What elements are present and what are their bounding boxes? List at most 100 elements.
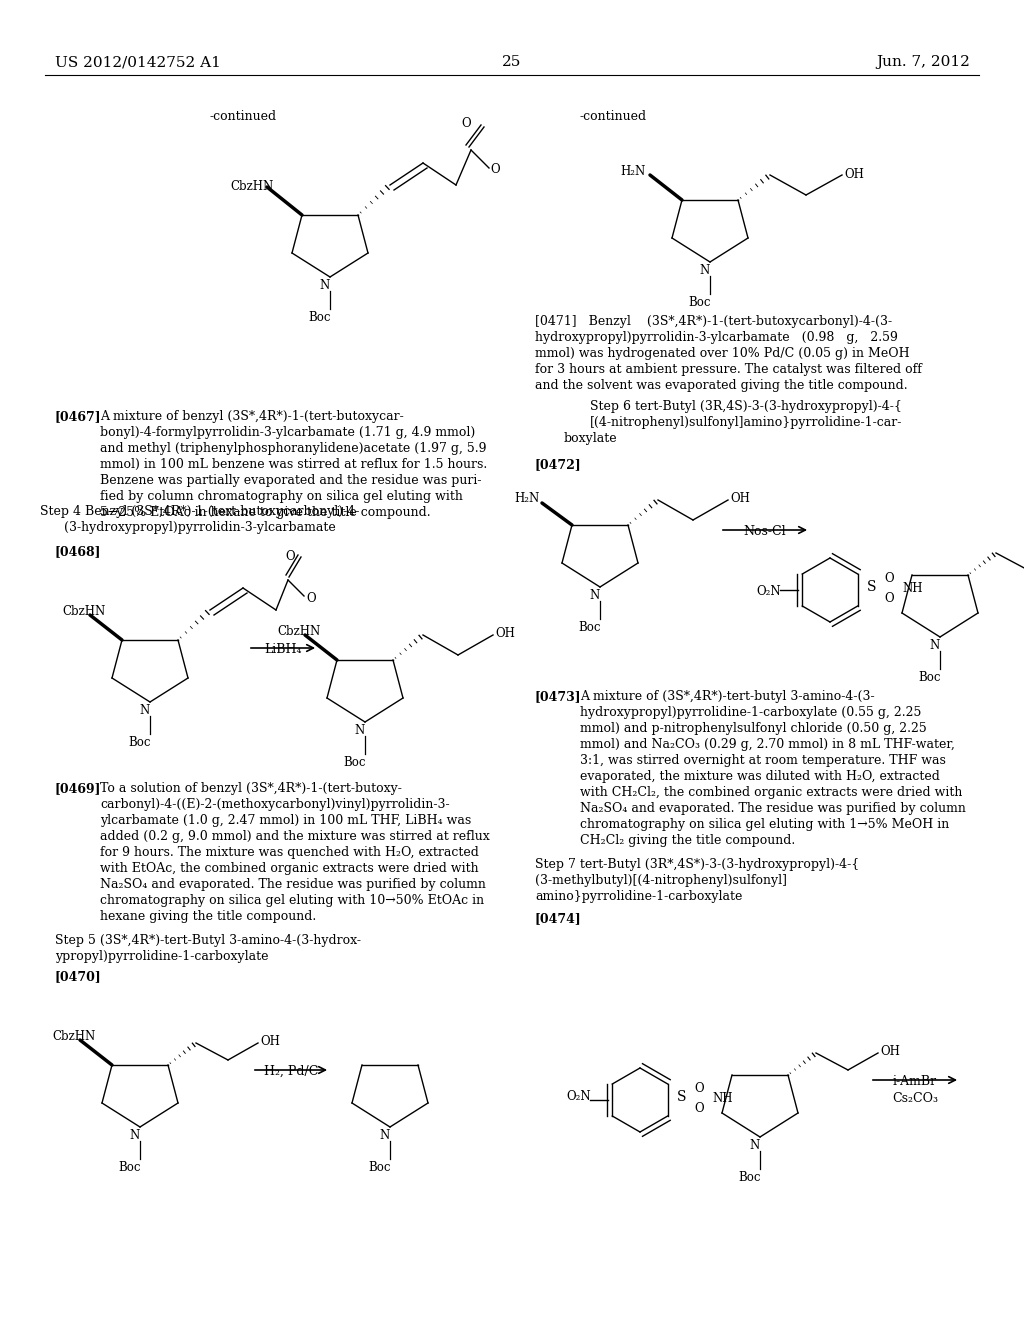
Text: Step 6 tert-Butyl (3R,4S)-3-(3-hydroxypropyl)-4-{: Step 6 tert-Butyl (3R,4S)-3-(3-hydroxypr… (590, 400, 902, 413)
Text: [0473]: [0473] (535, 690, 582, 704)
Text: O₂N: O₂N (566, 1090, 591, 1104)
Text: Step 5 (3S*,4R*)-tert-Butyl 3-amino-4-(3-hydrox-: Step 5 (3S*,4R*)-tert-Butyl 3-amino-4-(3… (55, 935, 361, 946)
Text: -continued: -continued (210, 110, 278, 123)
Text: Benzene was partially evaporated and the residue was puri-: Benzene was partially evaporated and the… (100, 474, 481, 487)
Text: hydroxypropyl)pyrrolidin-3-ylcarbamate   (0.98   g,   2.59: hydroxypropyl)pyrrolidin-3-ylcarbamate (… (535, 331, 898, 345)
Text: Na₂SO₄ and evaporated. The residue was purified by column: Na₂SO₄ and evaporated. The residue was p… (580, 803, 966, 814)
Text: N: N (380, 1129, 390, 1142)
Text: Boc: Boc (738, 1171, 761, 1184)
Text: amino}pyrrolidine-1-carboxylate: amino}pyrrolidine-1-carboxylate (535, 890, 742, 903)
Text: N: N (750, 1139, 760, 1152)
Text: Jun. 7, 2012: Jun. 7, 2012 (877, 55, 970, 69)
Text: [0470]: [0470] (55, 970, 101, 983)
Text: O: O (694, 1082, 703, 1096)
Text: N: N (699, 264, 710, 277)
Text: [0472]: [0472] (535, 458, 582, 471)
Text: chromatography on silica gel eluting with 10→50% EtOAc in: chromatography on silica gel eluting wit… (100, 894, 484, 907)
Text: H₂, Pd/C: H₂, Pd/C (264, 1065, 318, 1078)
Text: boxylate: boxylate (563, 432, 616, 445)
Text: CbzHN: CbzHN (230, 180, 273, 193)
Text: Boc: Boc (309, 312, 331, 323)
Text: chromatography on silica gel eluting with 1→5% MeOH in: chromatography on silica gel eluting wit… (580, 818, 949, 832)
Text: evaporated, the mixture was diluted with H₂O, extracted: evaporated, the mixture was diluted with… (580, 770, 940, 783)
Text: [(4-nitrophenyl)sulfonyl]amino}pyrrolidine-1-car-: [(4-nitrophenyl)sulfonyl]amino}pyrrolidi… (590, 416, 902, 429)
Text: N: N (930, 639, 940, 652)
Text: -continued: -continued (580, 110, 647, 123)
Text: N: N (590, 589, 600, 602)
Text: Nos-Cl: Nos-Cl (743, 525, 786, 539)
Text: N: N (130, 1129, 140, 1142)
Text: hexane giving the title compound.: hexane giving the title compound. (100, 909, 316, 923)
Text: CbzHN: CbzHN (62, 605, 105, 618)
Text: S: S (677, 1090, 687, 1104)
Text: Na₂SO₄ and evaporated. The residue was purified by column: Na₂SO₄ and evaporated. The residue was p… (100, 878, 485, 891)
Text: mmol) was hydrogenated over 10% Pd/C (0.05 g) in MeOH: mmol) was hydrogenated over 10% Pd/C (0.… (535, 347, 909, 360)
Text: CH₂Cl₂ giving the title compound.: CH₂Cl₂ giving the title compound. (580, 834, 796, 847)
Text: N: N (355, 723, 366, 737)
Text: i-AmBr: i-AmBr (893, 1074, 937, 1088)
Text: O: O (884, 591, 894, 605)
Text: Boc: Boc (119, 1162, 141, 1173)
Text: with EtOAc, the combined organic extracts were dried with: with EtOAc, the combined organic extract… (100, 862, 478, 875)
Text: OH: OH (844, 168, 864, 181)
Text: and the solvent was evaporated giving the title compound.: and the solvent was evaporated giving th… (535, 379, 907, 392)
Text: O: O (286, 550, 295, 564)
Text: mmol) in 100 mL benzene was stirred at reflux for 1.5 hours.: mmol) in 100 mL benzene was stirred at r… (100, 458, 487, 471)
Text: A mixture of benzyl (3S*,4R*)-1-(tert-butoxycar-: A mixture of benzyl (3S*,4R*)-1-(tert-bu… (100, 411, 403, 422)
Text: Step 7 tert-Butyl (3R*,4S*)-3-(3-hydroxypropyl)-4-{: Step 7 tert-Butyl (3R*,4S*)-3-(3-hydroxy… (535, 858, 859, 871)
Text: US 2012/0142752 A1: US 2012/0142752 A1 (55, 55, 221, 69)
Text: ypropyl)pyrrolidine-1-carboxylate: ypropyl)pyrrolidine-1-carboxylate (55, 950, 268, 964)
Text: for 9 hours. The mixture was quenched with H₂O, extracted: for 9 hours. The mixture was quenched wi… (100, 846, 479, 859)
Text: Boc: Boc (689, 296, 712, 309)
Text: LiBH₄: LiBH₄ (264, 643, 302, 656)
Text: NH: NH (902, 582, 923, 595)
Text: O: O (306, 591, 315, 605)
Text: [0469]: [0469] (55, 781, 101, 795)
Text: ylcarbamate (1.0 g, 2.47 mmol) in 100 mL THF, LiBH₄ was: ylcarbamate (1.0 g, 2.47 mmol) in 100 mL… (100, 814, 471, 828)
Text: OH: OH (880, 1045, 900, 1059)
Text: O: O (694, 1102, 703, 1115)
Text: 3:1, was stirred overnight at room temperature. THF was: 3:1, was stirred overnight at room tempe… (580, 754, 946, 767)
Text: with CH₂Cl₂, the combined organic extracts were dried with: with CH₂Cl₂, the combined organic extrac… (580, 785, 963, 799)
Text: 25: 25 (503, 55, 521, 69)
Text: OH: OH (495, 627, 515, 640)
Text: (3-methylbutyl)[(4-nitrophenyl)sulfonyl]: (3-methylbutyl)[(4-nitrophenyl)sulfonyl] (535, 874, 787, 887)
Text: 5→25% EtOAc in hexane to give the title compound.: 5→25% EtOAc in hexane to give the title … (100, 506, 431, 519)
Text: Boc: Boc (579, 620, 601, 634)
Text: Boc: Boc (919, 671, 941, 684)
Text: NH: NH (712, 1092, 732, 1105)
Text: O: O (490, 162, 500, 176)
Text: CbzHN: CbzHN (52, 1030, 95, 1043)
Text: carbonyl)-4-((E)-2-(methoxycarbonyl)vinyl)pyrrolidin-3-: carbonyl)-4-((E)-2-(methoxycarbonyl)viny… (100, 799, 450, 810)
Text: hydroxypropyl)pyrrolidine-1-carboxylate (0.55 g, 2.25: hydroxypropyl)pyrrolidine-1-carboxylate … (580, 706, 922, 719)
Text: fied by column chromatography on silica gel eluting with: fied by column chromatography on silica … (100, 490, 463, 503)
Text: S: S (867, 579, 877, 594)
Text: Step 4 Benzyl (3S*,4R*)-1-(tert-butoxycarbonyl)-4-: Step 4 Benzyl (3S*,4R*)-1-(tert-butoxyca… (40, 506, 359, 517)
Text: O₂N: O₂N (756, 585, 780, 598)
Text: [0467]: [0467] (55, 411, 101, 422)
Text: Boc: Boc (369, 1162, 391, 1173)
Text: mmol) and p-nitrophenylsulfonyl chloride (0.50 g, 2.25: mmol) and p-nitrophenylsulfonyl chloride… (580, 722, 927, 735)
Text: CbzHN: CbzHN (278, 624, 321, 638)
Text: To a solution of benzyl (3S*,4R*)-1-(tert-butoxy-: To a solution of benzyl (3S*,4R*)-1-(ter… (100, 781, 401, 795)
Text: added (0.2 g, 9.0 mmol) and the mixture was stirred at reflux: added (0.2 g, 9.0 mmol) and the mixture … (100, 830, 489, 843)
Text: H₂N: H₂N (620, 165, 645, 178)
Text: A mixture of (3S*,4R*)-tert-butyl 3-amino-4-(3-: A mixture of (3S*,4R*)-tert-butyl 3-amin… (580, 690, 874, 704)
Text: [0471]   Benzyl    (3S*,4R*)-1-(tert-butoxycarbonyl)-4-(3-: [0471] Benzyl (3S*,4R*)-1-(tert-butoxyca… (535, 315, 892, 327)
Text: (3-hydroxypropyl)pyrrolidin-3-ylcarbamate: (3-hydroxypropyl)pyrrolidin-3-ylcarbamat… (65, 521, 336, 535)
Text: Boc: Boc (344, 756, 367, 770)
Text: H₂N: H₂N (514, 492, 540, 506)
Text: Boc: Boc (129, 737, 152, 748)
Text: Cs₂CO₃: Cs₂CO₃ (892, 1092, 938, 1105)
Text: O: O (461, 117, 471, 129)
Text: for 3 hours at ambient pressure. The catalyst was filtered off: for 3 hours at ambient pressure. The cat… (535, 363, 922, 376)
Text: OH: OH (260, 1035, 280, 1048)
Text: O: O (884, 572, 894, 585)
Text: [0474]: [0474] (535, 912, 582, 925)
Text: [0468]: [0468] (55, 545, 101, 558)
Text: mmol) and Na₂CO₃ (0.29 g, 2.70 mmol) in 8 mL THF-water,: mmol) and Na₂CO₃ (0.29 g, 2.70 mmol) in … (580, 738, 954, 751)
Text: and methyl (triphenylphosphoranylidene)acetate (1.97 g, 5.9: and methyl (triphenylphosphoranylidene)a… (100, 442, 486, 455)
Text: bonyl)-4-formylpyrrolidin-3-ylcarbamate (1.71 g, 4.9 mmol): bonyl)-4-formylpyrrolidin-3-ylcarbamate … (100, 426, 475, 440)
Text: N: N (319, 279, 330, 292)
Text: N: N (140, 704, 151, 717)
